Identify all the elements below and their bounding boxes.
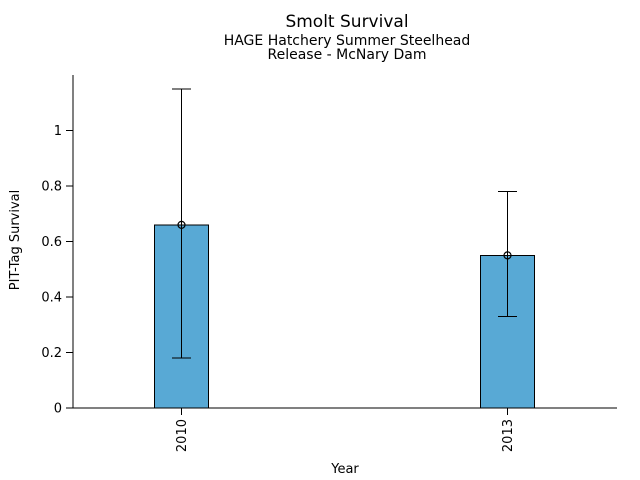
point-marker-2010: [177, 220, 186, 229]
x-tick-label-2013: 2013: [501, 419, 516, 452]
y-tick-label-0.6: 0.6: [41, 235, 62, 250]
y-axis-title: PIT-Tag Survival: [8, 190, 23, 290]
point-marker-2013: [503, 251, 512, 260]
y-tick-label-0.8: 0.8: [41, 180, 62, 195]
x-axis-title: Year: [330, 462, 359, 477]
y-tick-label-0.2: 0.2: [41, 346, 62, 361]
x-tick-label-2010: 2010: [175, 419, 190, 452]
plot-content: 2010 2013 0 0.2 0.4 0.6 0.8 1: [41, 75, 617, 452]
chart-subtitle-line2: Release - McNary Dam: [268, 47, 427, 63]
y-tick-label-0: 0: [54, 402, 62, 417]
chart-title: Smolt Survival: [285, 12, 408, 32]
chart-subtitle-line1: HAGE Hatchery Summer Steelhead: [224, 33, 471, 49]
y-tick-label-1: 1: [54, 124, 62, 139]
y-tick-label-0.4: 0.4: [41, 291, 62, 306]
